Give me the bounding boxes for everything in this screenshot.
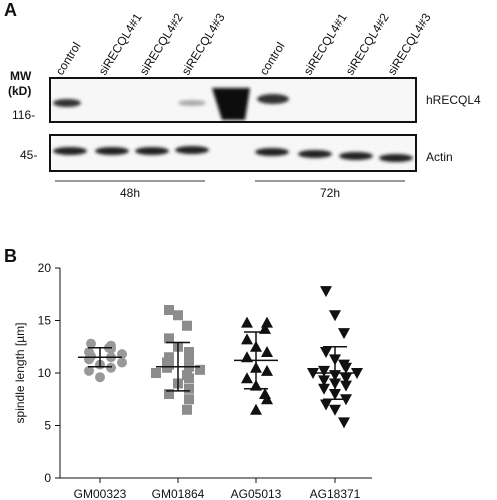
point [84, 365, 94, 376]
lane-label: siRECQL4#2 [343, 11, 392, 78]
lane-label: siRECQL4#3 [179, 11, 228, 78]
point [261, 346, 273, 357]
point [338, 328, 350, 340]
actin-bands [53, 146, 413, 162]
point [318, 383, 330, 395]
point [340, 362, 352, 374]
point [184, 383, 194, 394]
point [241, 351, 253, 363]
point [250, 403, 262, 415]
lane-label: siRECQL4#2 [137, 11, 186, 78]
y-tick-label: 15 [38, 314, 52, 328]
blot-label: hRECQL4 [426, 93, 481, 107]
point [261, 364, 273, 376]
point [340, 373, 352, 385]
point [241, 333, 253, 345]
point [164, 389, 174, 399]
mw-label: MW [10, 69, 32, 83]
point [320, 286, 332, 298]
timepoint: 72h [320, 186, 340, 200]
point [117, 357, 127, 368]
point [184, 355, 194, 366]
lane-label: control [53, 40, 84, 78]
point [86, 338, 96, 349]
marker-label: 45- [20, 148, 37, 162]
y-axis-title: spindle length [µm] [13, 323, 27, 424]
marker-label: 116- [12, 108, 35, 122]
y-tick-label: 10 [38, 366, 52, 380]
x-tick-label: AG05013 [231, 487, 282, 500]
x-tick-label: GM00323 [74, 487, 127, 500]
point [241, 372, 253, 384]
lane-label: siRECQL4#1 [301, 11, 350, 78]
point [338, 417, 350, 429]
y-tick-label: 0 [44, 471, 51, 485]
point [195, 364, 205, 375]
timepoint: 48h [120, 186, 140, 200]
point [241, 316, 253, 328]
blot-bands [53, 88, 289, 120]
point [184, 347, 194, 357]
point [329, 310, 341, 322]
point [320, 399, 332, 411]
point [340, 380, 352, 392]
point [261, 393, 273, 405]
point [329, 404, 341, 416]
point [259, 322, 271, 334]
y-tick-label: 20 [38, 261, 52, 275]
point [164, 333, 174, 344]
mw-unit: (kD) [8, 84, 31, 98]
panel-label: A [4, 0, 17, 20]
point [320, 347, 332, 358]
x-tick-label: AG18371 [310, 487, 361, 500]
point [164, 305, 174, 315]
y-tick-label: 5 [44, 419, 51, 433]
point [106, 362, 116, 373]
point [182, 404, 192, 415]
blot-label: Actin [426, 150, 453, 164]
point [318, 365, 330, 377]
lane-label: control [257, 40, 288, 78]
point [164, 352, 174, 363]
point [318, 375, 330, 387]
point [106, 343, 116, 354]
panel-label: B [4, 246, 17, 266]
point [182, 320, 192, 331]
point [95, 372, 105, 383]
point [184, 373, 194, 384]
point [151, 368, 161, 378]
point [261, 316, 273, 328]
point [173, 310, 183, 321]
x-tick-label: GM01864 [152, 487, 205, 500]
point [162, 362, 172, 373]
point [184, 394, 194, 405]
lane-label: siRECQL4#3 [385, 11, 434, 78]
point [84, 354, 94, 365]
